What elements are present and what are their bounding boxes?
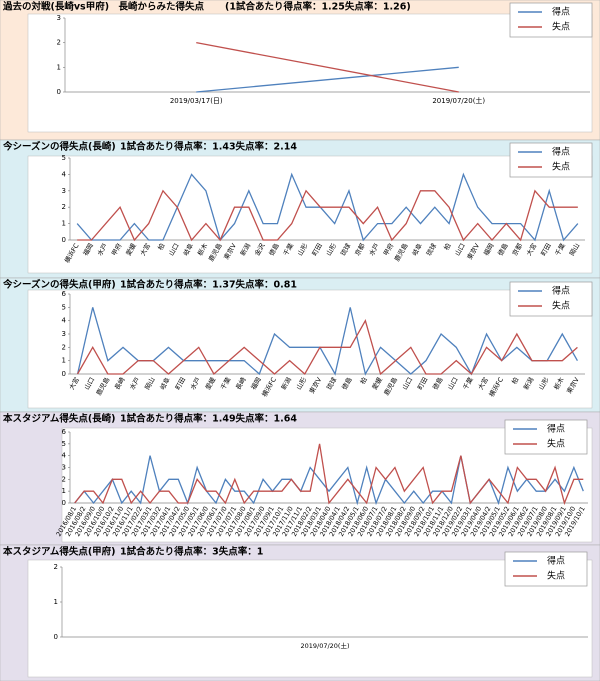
legend-box [504, 419, 588, 455]
panel-subtitle: 1試合あたり得点率：1.43失点率：2.14 [120, 141, 297, 153]
legend-label: 得点 [552, 6, 570, 18]
y-tick-label: 6 [62, 290, 67, 298]
y-tick-label: 3 [62, 464, 66, 472]
chart-area [27, 13, 593, 133]
legend-label: 失点 [547, 570, 565, 582]
y-tick-label: 3 [62, 187, 66, 195]
x-tick-label: 柏 [509, 376, 520, 386]
series-line [196, 42, 459, 93]
panel-subtitle: 1試合あたり得点率：3失点率：1 [120, 546, 263, 558]
x-tick-label: 2019/03/17(日) [170, 97, 223, 105]
y-tick-label: 0 [62, 236, 66, 244]
legend-box [509, 2, 593, 38]
y-tick-label: 3 [62, 330, 66, 338]
x-tick-label: 2019/07/20(土) [300, 641, 349, 650]
series-line [77, 318, 578, 376]
y-tick-label: 1 [62, 487, 66, 495]
legend-label: 得点 [552, 146, 570, 158]
y-tick-label: 0 [62, 370, 66, 378]
panel-title: 本スタジアム得失点(長崎) [3, 413, 116, 425]
legend-box [509, 142, 593, 178]
y-tick-label: 0 [57, 88, 61, 96]
y-tick-label: 2 [57, 39, 61, 47]
panel-title: 今シーズンの得失点(長崎) [2, 141, 116, 153]
y-tick-label: 5 [62, 154, 66, 162]
legend-label: 得点 [547, 555, 565, 567]
x-tick-label: 2019/07/20(土) [432, 96, 485, 105]
series-line [196, 66, 459, 93]
y-tick-label: 4 [62, 170, 67, 178]
chart-area [27, 559, 593, 678]
y-tick-label: 1 [62, 220, 66, 228]
legend-label: 得点 [552, 285, 570, 297]
panel-title: 本スタジアム得失点(甲府) [3, 546, 116, 558]
panel-title: 今シーズンの得失点(甲府) [2, 279, 116, 291]
series-line [74, 443, 584, 506]
legend-label: 失点 [547, 438, 565, 450]
y-tick-label: 2 [62, 343, 66, 351]
x-tick-label: 柏 [358, 376, 369, 386]
y-tick-label: 2 [62, 475, 66, 483]
y-tick-label: 3 [57, 14, 61, 22]
y-tick-label: 0 [62, 499, 66, 507]
y-tick-label: 5 [62, 303, 66, 311]
legend-box [509, 281, 593, 317]
legend-box [504, 551, 588, 587]
series-line [77, 189, 578, 242]
x-tick-label: 柏 [155, 242, 166, 252]
legend-label: 失点 [552, 21, 570, 33]
chart-area [27, 155, 593, 274]
y-tick-label: 1 [62, 357, 66, 365]
y-tick-label: 6 [62, 428, 67, 436]
y-tick-label: 5 [62, 440, 66, 448]
x-tick-label: 柏 [442, 242, 453, 252]
panel-subtitle: 1試合あたり得点率：1.49失点率：1.64 [120, 413, 297, 425]
legend-label: 失点 [552, 161, 570, 173]
y-tick-label: 4 [62, 317, 67, 325]
y-tick-label: 0 [54, 633, 58, 641]
y-tick-label: 1 [57, 63, 61, 71]
y-tick-label: 4 [62, 452, 67, 460]
panel-title: 過去の対戦(長崎vs甲府) 長崎からみた得失点 [2, 1, 205, 13]
legend-label: 失点 [552, 300, 570, 312]
y-tick-label: 2 [62, 203, 66, 211]
legend-label: 得点 [547, 423, 565, 435]
y-tick-label: 1 [54, 598, 58, 606]
series-line [76, 172, 579, 242]
panel-subtitle: 1試合あたり得点率：1.37失点率：0.81 [120, 279, 297, 291]
series-line [76, 307, 578, 376]
panel-subtitle: (1試合あたり得点率：1.25失点率：1.26) [225, 1, 411, 13]
y-tick-label: 2 [54, 563, 58, 571]
